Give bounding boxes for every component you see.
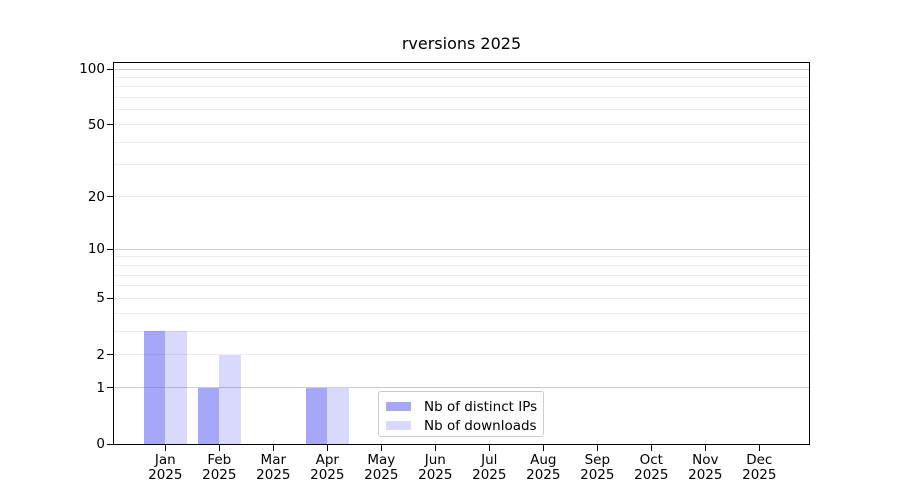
y-axis-tick-label: 1 [96,379,105,396]
legend-swatch [386,421,411,430]
bar [305,387,328,444]
gridline-minor [114,109,809,111]
x-axis-tick-label: Dec 2025 [742,452,777,483]
y-axis-tick-label: 0 [96,436,105,452]
gridline-minor [114,124,809,126]
gridline-minor [114,312,809,314]
y-axis-tick [107,297,113,299]
y-axis-tick [107,124,113,126]
x-axis-tick [380,445,382,451]
gridline-minor [114,164,809,166]
gridline-minor [114,141,809,143]
y-axis-tick-label: 10 [87,241,105,258]
gridline-minor [114,297,809,299]
x-axis-tick-label: Aug 2025 [526,452,561,483]
y-axis-tick [107,196,113,198]
x-axis-tick [488,445,490,451]
y-axis-tick [107,354,113,356]
chart-title: rversions 2025 [401,34,522,53]
x-axis-tick-label: Oct 2025 [634,452,669,483]
x-axis-tick-label: Apr 2025 [310,452,345,483]
legend-item: Nb of downloads [379,416,543,435]
legend-swatch [386,402,411,411]
gridline-minor [114,76,809,78]
gridline-minor [114,274,809,276]
y-axis-tick-label: 5 [96,290,105,307]
x-axis-tick [164,445,166,451]
x-axis-tick-label: Nov 2025 [688,452,723,483]
bar [327,387,349,444]
gridline-minor [114,285,809,287]
x-axis-tick-label: Mar 2025 [256,452,291,483]
x-axis-tick-label: Jul 2025 [472,452,507,483]
x-axis-tick [218,445,220,451]
gridline-minor [114,264,809,266]
y-axis-tick [107,443,113,445]
y-axis-tick [107,387,113,389]
gridline-minor [114,256,809,258]
y-axis-tick-label: 100 [79,61,105,77]
gridline-major [114,248,809,250]
x-axis-tick [650,445,652,451]
x-axis-tick [272,445,274,451]
x-axis-tick-label: Sep 2025 [580,452,615,483]
x-axis-tick [596,445,598,451]
bar [219,354,241,444]
y-axis-tick [107,68,113,70]
gridline-minor [114,97,809,99]
x-axis-tick [758,445,760,451]
y-axis-tick [107,248,113,250]
y-axis-tick-label: 20 [87,188,105,205]
legend-item: Nb of distinct IPs [379,397,543,416]
x-axis-tick-label: Feb 2025 [202,452,237,483]
legend: Nb of distinct IPs Nb of downloads [378,391,544,437]
x-axis-tick [326,445,328,451]
legend-label: Nb of downloads [424,417,537,434]
bar [197,387,220,444]
gridline-minor [114,86,809,88]
gridline-major [114,68,809,70]
x-axis-tick-label: Jun 2025 [418,452,453,483]
y-axis-tick-label: 2 [96,346,105,363]
gridline-minor [114,330,809,332]
bar [165,331,187,444]
gridline-minor [114,354,809,356]
x-axis-tick [434,445,436,451]
plot-area: Nb of distinct IPs Nb of downloads [113,62,810,445]
x-axis-tick-label: May 2025 [364,452,399,483]
legend-label: Nb of distinct IPs [424,398,538,415]
y-axis-tick-label: 50 [87,116,105,133]
x-axis-tick-label: Jan 2025 [148,452,183,483]
x-axis-tick [704,445,706,451]
gridline-minor [114,196,809,198]
bar [143,331,166,444]
x-axis-tick [542,445,544,451]
